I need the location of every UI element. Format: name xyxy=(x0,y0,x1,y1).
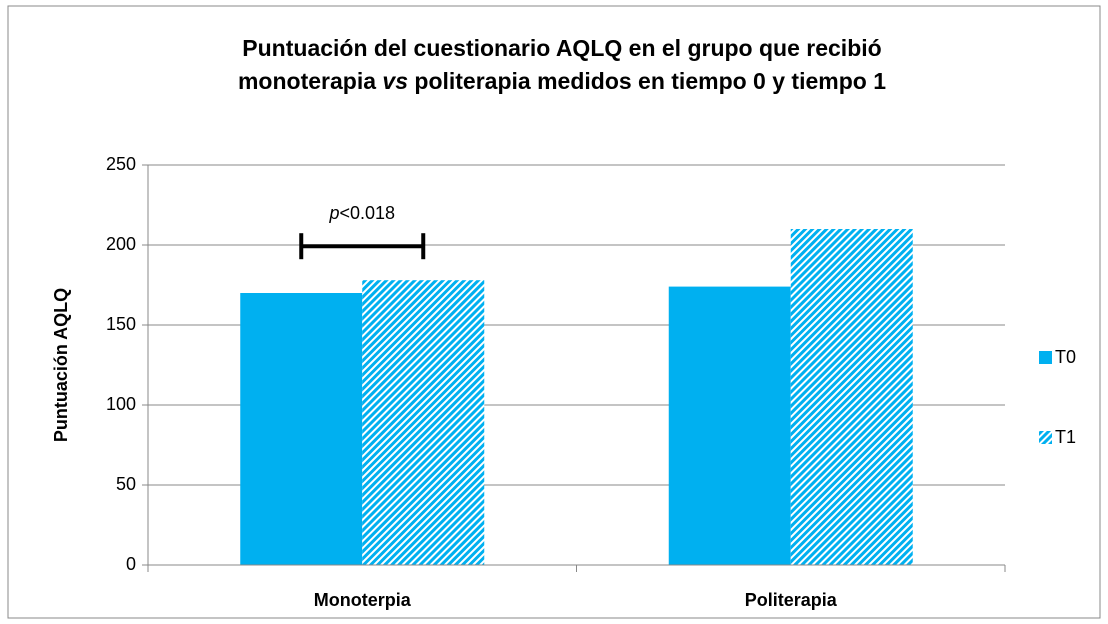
chart-border xyxy=(7,5,1101,619)
y-axis-label: Puntuación AQLQ xyxy=(51,288,71,442)
legend-label: T1 xyxy=(1055,427,1076,447)
legend-swatch xyxy=(1039,431,1052,444)
y-tick-label: 250 xyxy=(106,154,136,174)
bar xyxy=(790,229,913,565)
annotation-text: <0.018 xyxy=(339,203,395,223)
bar xyxy=(362,280,485,565)
chart-title: Puntuación del cuestionario AQLQ en el g… xyxy=(242,35,881,61)
bar xyxy=(668,286,791,565)
legend-swatch xyxy=(1039,351,1052,364)
x-tick-label: Monoterpia xyxy=(314,590,412,610)
annotation-italic: p xyxy=(328,203,339,223)
y-tick-label: 200 xyxy=(106,234,136,254)
chart-title: monoterapia vs politerapia medidos en ti… xyxy=(238,68,886,94)
bar xyxy=(240,293,363,565)
legend-label: T0 xyxy=(1055,347,1076,367)
y-tick-label: 0 xyxy=(126,554,136,574)
y-tick-label: 50 xyxy=(116,474,136,494)
x-tick-label: Politerapia xyxy=(745,590,838,610)
y-tick-label: 100 xyxy=(106,394,136,414)
annotation: p<0.018 xyxy=(328,203,395,223)
y-tick-label: 150 xyxy=(106,314,136,334)
